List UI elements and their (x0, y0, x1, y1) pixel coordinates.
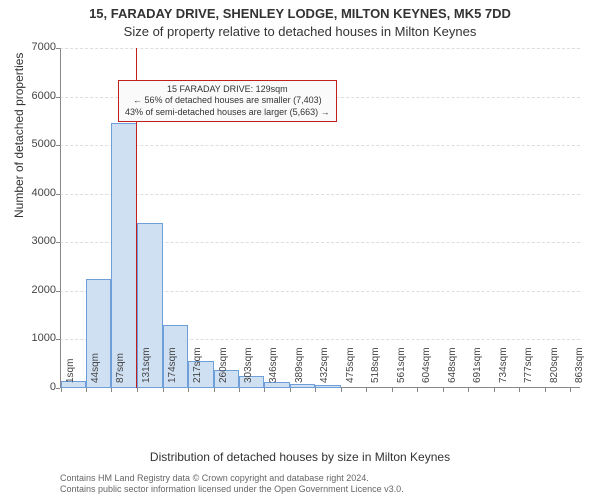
xtick-label: 432sqm (319, 323, 330, 383)
xtick-label: 260sqm (218, 323, 229, 383)
ytick-mark (56, 242, 60, 243)
ytick-mark (56, 388, 60, 389)
xtick-mark (392, 388, 393, 392)
xtick-mark (264, 388, 265, 392)
ytick-label: 5000 (0, 138, 56, 150)
xtick-mark (417, 388, 418, 392)
ytick-mark (56, 145, 60, 146)
xtick-mark (519, 388, 520, 392)
xtick-label: 691sqm (472, 323, 483, 383)
histogram-bar (290, 384, 315, 388)
annotation-line3: 43% of semi-detached houses are larger (… (125, 107, 330, 118)
footer-line1: Contains HM Land Registry data © Crown c… (60, 473, 404, 485)
chart-title-line1: 15, FARADAY DRIVE, SHENLEY LODGE, MILTON… (0, 6, 600, 21)
ytick-mark (56, 97, 60, 98)
xtick-label: 518sqm (370, 323, 381, 383)
xtick-mark (61, 388, 62, 392)
xtick-mark (494, 388, 495, 392)
x-axis-label: Distribution of detached houses by size … (0, 450, 600, 464)
annotation-box: 15 FARADAY DRIVE: 129sqm← 56% of detache… (118, 80, 337, 122)
grid-line (60, 48, 580, 49)
xtick-label: 648sqm (447, 323, 458, 383)
xtick-mark (290, 388, 291, 392)
xtick-mark (468, 388, 469, 392)
xtick-mark (214, 388, 215, 392)
annotation-line1: 15 FARADAY DRIVE: 129sqm (125, 84, 330, 95)
chart-container: 15, FARADAY DRIVE, SHENLEY LODGE, MILTON… (0, 0, 600, 500)
xtick-mark (545, 388, 546, 392)
xtick-label: 87sqm (115, 323, 126, 383)
xtick-mark (188, 388, 189, 392)
y-axis-line (60, 48, 61, 388)
xtick-mark (315, 388, 316, 392)
ytick-mark (56, 339, 60, 340)
xtick-mark (366, 388, 367, 392)
xtick-label: 1sqm (65, 323, 76, 383)
grid-line (60, 194, 580, 195)
xtick-label: 863sqm (574, 323, 585, 383)
xtick-mark (86, 388, 87, 392)
annotation-line2: ← 56% of detached houses are smaller (7,… (125, 95, 330, 106)
xtick-label: 217sqm (192, 323, 203, 383)
footer-credits: Contains HM Land Registry data © Crown c… (60, 473, 404, 496)
ytick-label: 1000 (0, 332, 56, 344)
xtick-mark (137, 388, 138, 392)
xtick-label: 346sqm (268, 323, 279, 383)
ytick-label: 3000 (0, 235, 56, 247)
xtick-mark (111, 388, 112, 392)
xtick-mark (239, 388, 240, 392)
xtick-mark (341, 388, 342, 392)
xtick-label: 820sqm (549, 323, 560, 383)
xtick-label: 777sqm (523, 323, 534, 383)
xtick-mark (163, 388, 164, 392)
xtick-label: 734sqm (498, 323, 509, 383)
ytick-mark (56, 291, 60, 292)
plot-area: 010002000300040005000600070001sqm44sqm87… (60, 48, 580, 388)
xtick-mark (443, 388, 444, 392)
xtick-mark (570, 388, 571, 392)
xtick-label: 389sqm (294, 323, 305, 383)
chart-title-line2: Size of property relative to detached ho… (0, 24, 600, 39)
xtick-label: 303sqm (243, 323, 254, 383)
histogram-bar (315, 385, 340, 388)
xtick-label: 174sqm (167, 323, 178, 383)
ytick-label: 0 (0, 381, 56, 393)
grid-line (60, 145, 580, 146)
ytick-label: 6000 (0, 90, 56, 102)
xtick-label: 561sqm (396, 323, 407, 383)
ytick-mark (56, 48, 60, 49)
xtick-label: 131sqm (141, 323, 152, 383)
ytick-label: 4000 (0, 187, 56, 199)
ytick-mark (56, 194, 60, 195)
ytick-label: 2000 (0, 284, 56, 296)
ytick-label: 7000 (0, 41, 56, 53)
footer-line2: Contains public sector information licen… (60, 484, 404, 496)
xtick-label: 604sqm (421, 323, 432, 383)
xtick-label: 475sqm (345, 323, 356, 383)
xtick-label: 44sqm (90, 323, 101, 383)
